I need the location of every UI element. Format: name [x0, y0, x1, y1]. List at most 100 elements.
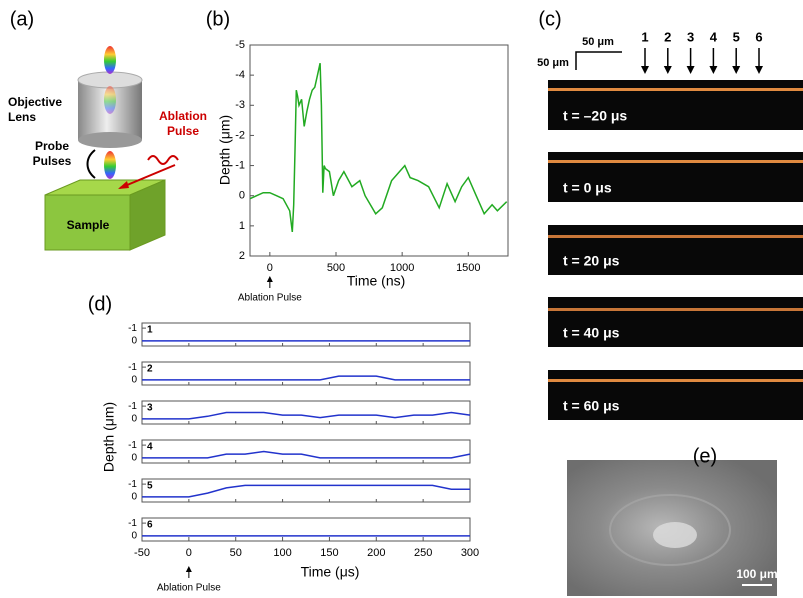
diagram-label: Probe [35, 139, 69, 153]
plot-frame [142, 401, 470, 424]
data-line [142, 485, 470, 497]
marker-arrowhead [709, 66, 717, 74]
scale-bar [576, 52, 622, 70]
scale-label: 50 μm [537, 57, 569, 69]
probe-beam [104, 46, 116, 74]
y-tick-label: -4 [235, 69, 245, 81]
y-tick-label: -2 [235, 129, 245, 141]
y-tick-label: 2 [239, 250, 245, 262]
diagram-label: Sample [67, 218, 110, 232]
y-tick-label: 0 [239, 190, 245, 202]
marker-arrowhead [687, 66, 695, 74]
position-marker: 2 [664, 29, 671, 44]
diagram-label: Ablation [159, 109, 207, 123]
data-line [142, 413, 470, 419]
position-marker: 5 [733, 29, 740, 44]
y-tick-label: -1 [128, 401, 137, 412]
y-tick-label: -1 [235, 159, 245, 171]
frame-label: t = 60 μs [563, 398, 620, 414]
surface-line [548, 308, 803, 311]
surface-line [548, 88, 803, 91]
y-tick-label: -1 [128, 323, 137, 334]
strip-label: 1 [147, 325, 153, 336]
y-tick-label: -3 [235, 99, 245, 111]
frame-label: t = 0 μs [563, 180, 612, 196]
x-tick-label: 200 [367, 547, 385, 559]
probe-beam [104, 86, 116, 114]
frame-label: t = 40 μs [563, 325, 620, 341]
x-tick-label: -50 [134, 547, 150, 559]
marker-arrowhead [732, 66, 740, 74]
diagram-label: Objective [8, 95, 62, 109]
plot-frame [142, 440, 470, 463]
scale-label: 100 μm [736, 567, 777, 581]
x-tick-label: 300 [461, 547, 479, 559]
frame-label: t = 20 μs [563, 253, 620, 269]
y-tick-label: 0 [131, 531, 137, 542]
y-tick-label: 0 [131, 492, 137, 503]
y-tick-label: 1 [239, 220, 245, 232]
lens-bottom [78, 132, 142, 148]
annotation: Ablation Pulse [238, 293, 302, 304]
surface-line [548, 160, 803, 163]
panel-label: (e) [693, 445, 717, 467]
position-marker: 1 [641, 29, 648, 44]
annotation-arrowhead [186, 566, 192, 572]
strip-label: 4 [147, 442, 153, 453]
y-axis-label: Depth (μm) [101, 402, 117, 472]
y-axis-label: Depth (μm) [217, 115, 233, 185]
strip-label: 2 [147, 364, 153, 375]
y-tick-label: 0 [131, 336, 137, 347]
data-line [142, 452, 470, 458]
diagram-label: Lens [8, 110, 36, 124]
x-tick-label: 500 [327, 262, 345, 274]
position-marker: 6 [755, 29, 762, 44]
lens-top [78, 72, 142, 88]
panel-label: (b) [206, 8, 230, 30]
plot-frame [142, 323, 470, 346]
y-tick-label: 0 [131, 453, 137, 464]
x-tick-label: 0 [267, 262, 273, 274]
x-axis-label: Time (ns) [347, 273, 406, 289]
pulse-wave [148, 156, 178, 164]
diagram-label: Pulse [167, 124, 199, 138]
panel-label: (d) [88, 293, 112, 315]
data-line [142, 376, 470, 380]
y-tick-label: 0 [131, 375, 137, 386]
plot-frame [250, 45, 508, 256]
frame-label: t = –20 μs [563, 108, 627, 124]
probe-arrow [88, 150, 96, 178]
diagram-label: Pulses [33, 154, 72, 168]
x-tick-label: 250 [414, 547, 432, 559]
panel-label: (a) [10, 8, 34, 30]
plot-frame [142, 362, 470, 385]
marker-arrowhead [664, 66, 672, 74]
plot-frame [142, 479, 470, 502]
plot-frame [142, 518, 470, 541]
y-tick-label: 0 [131, 414, 137, 425]
annotation: Ablation Pulse [157, 583, 221, 594]
marker-arrowhead [755, 66, 763, 74]
annotation-arrowhead [267, 276, 273, 282]
panel-label: (c) [538, 8, 561, 30]
x-tick-label: 100 [273, 547, 291, 559]
strip-label: 3 [147, 403, 153, 414]
y-tick-label: -1 [128, 479, 137, 490]
position-marker: 3 [687, 29, 694, 44]
probe-beam [104, 151, 116, 179]
scale-label: 50 μm [582, 36, 614, 48]
y-tick-label: -5 [235, 39, 245, 51]
x-tick-label: 1500 [456, 262, 480, 274]
strip-label: 6 [147, 520, 153, 531]
strip-label: 5 [147, 481, 153, 492]
marker-arrowhead [641, 66, 649, 74]
y-tick-label: -1 [128, 362, 137, 373]
y-tick-label: -1 [128, 518, 137, 529]
x-axis-label: Time (μs) [301, 564, 360, 580]
surface-line [548, 235, 803, 238]
y-tick-label: -1 [128, 440, 137, 451]
figure: (a)(b)(c)(d)(e)ObjectiveLensAblationPuls… [0, 0, 803, 598]
position-marker: 4 [710, 29, 718, 44]
surface-line [548, 379, 803, 382]
x-tick-label: 50 [230, 547, 242, 559]
